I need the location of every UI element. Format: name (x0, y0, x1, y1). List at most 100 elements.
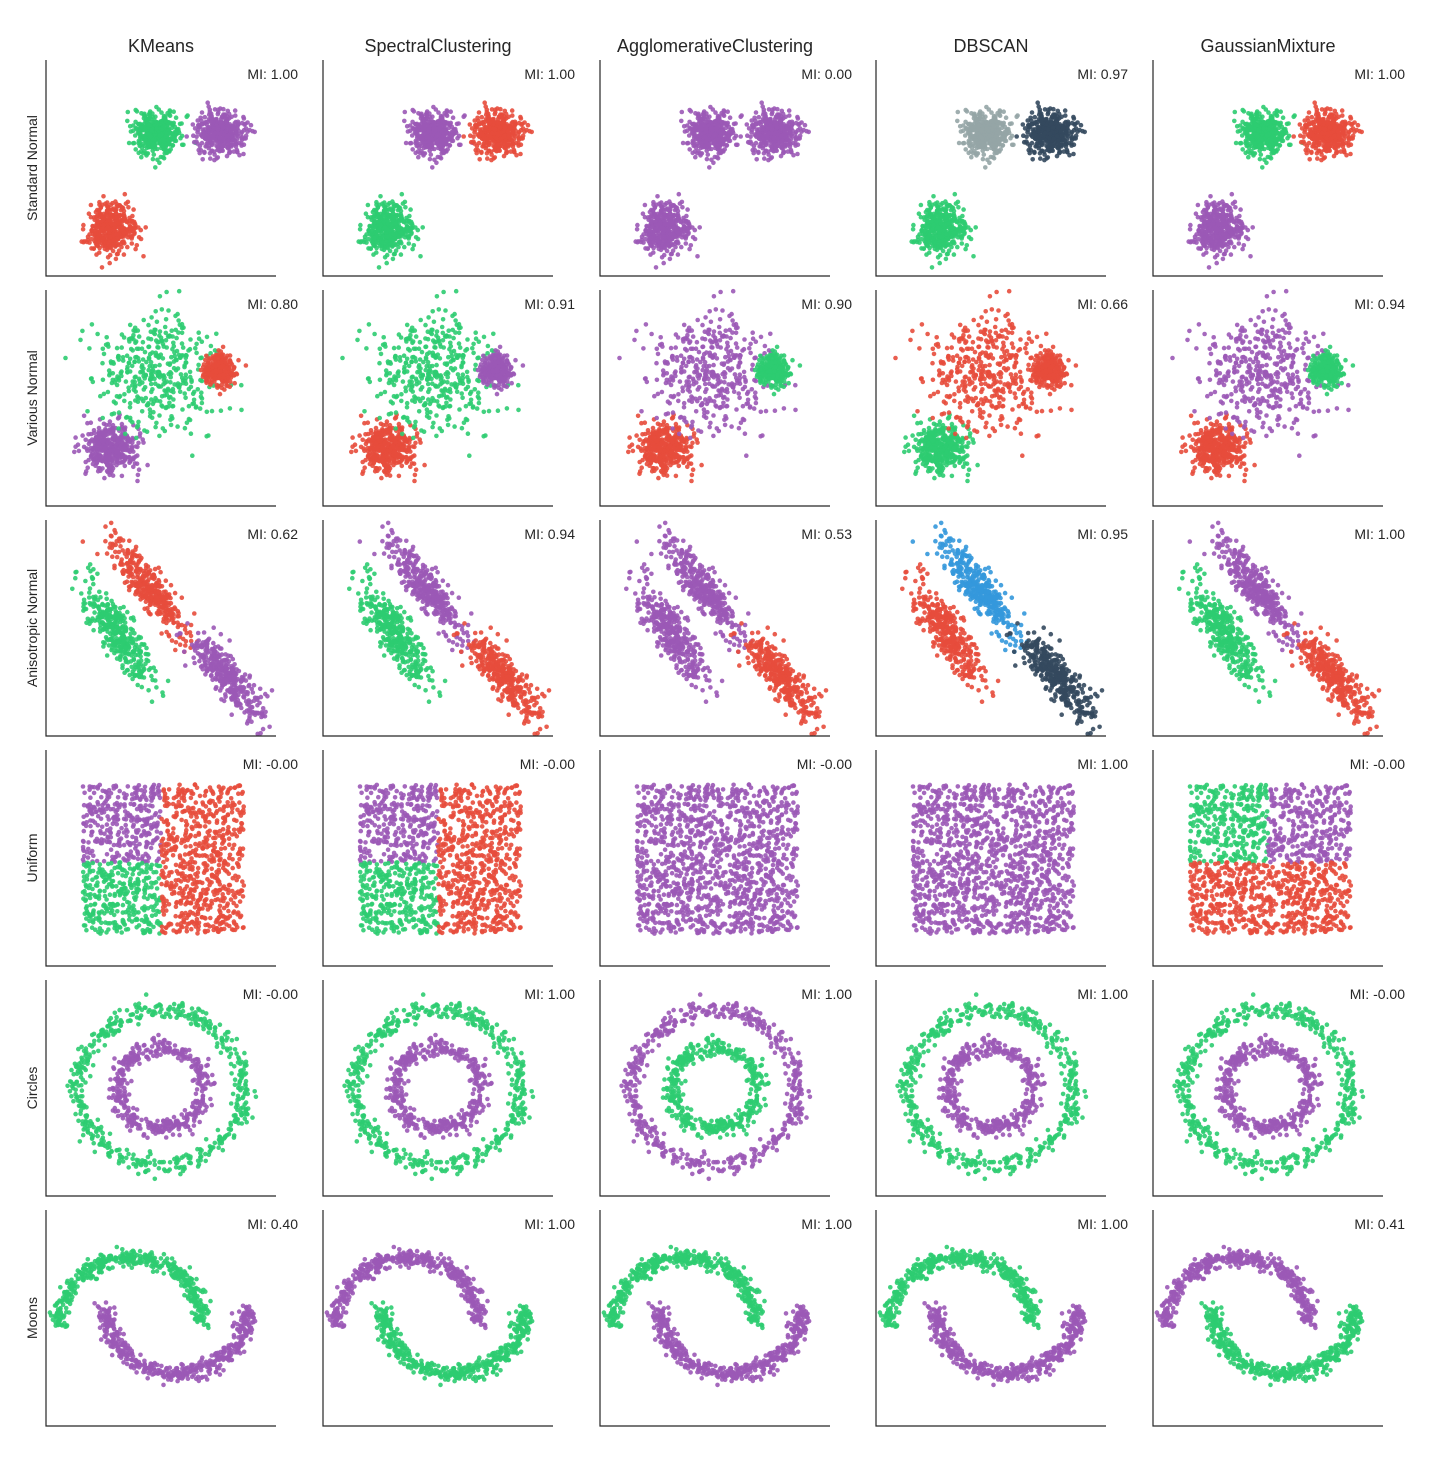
scatter-point (150, 156, 156, 162)
scatter-point (1024, 134, 1029, 139)
scatter-point (97, 199, 102, 205)
scatter-point (136, 150, 141, 156)
scatter-point (931, 222, 936, 228)
scatter-point (503, 150, 509, 156)
scatter-point (945, 221, 951, 226)
scatter-point (516, 143, 521, 148)
scatter-point (1001, 120, 1006, 126)
scatter-point (239, 134, 245, 140)
scatter-point (662, 212, 668, 217)
scatter-point (424, 109, 430, 114)
scatter-point (81, 222, 86, 228)
scatter-point (927, 250, 932, 255)
scatter-point (756, 132, 762, 138)
scatter-point (961, 219, 967, 225)
scatter-point (199, 110, 205, 115)
scatter-point (496, 148, 502, 153)
scatter-point (793, 134, 799, 140)
scatter-point (233, 113, 238, 118)
scatter-point (714, 143, 719, 149)
scatter-point (733, 121, 738, 126)
scatter-point (156, 107, 162, 112)
scatter-point (793, 129, 799, 135)
scatter-point (181, 142, 186, 148)
scatter-point (392, 241, 397, 247)
scatter-point (930, 227, 935, 232)
scatter-point (410, 246, 415, 252)
scatter-point (108, 244, 113, 250)
scatter-point (235, 149, 240, 155)
scatter-point (516, 129, 522, 135)
scatter-point (119, 234, 125, 240)
scatter-point (448, 109, 454, 114)
scatter-point (503, 125, 508, 131)
scatter-point (219, 148, 224, 153)
scatter-point (171, 109, 176, 114)
scatter-point (962, 231, 967, 237)
scatter-point (922, 228, 928, 234)
scatter-point (658, 209, 664, 214)
scatter-point (107, 252, 113, 258)
scatter-point (105, 204, 111, 210)
scatter-point (956, 232, 961, 237)
scatter-point (151, 142, 157, 147)
scatter-point (676, 191, 682, 197)
scatter-point (122, 216, 128, 221)
scatter-point (127, 215, 132, 221)
scatter-point (698, 151, 703, 156)
column-title: SpectralClustering (364, 36, 511, 56)
scatter-point (408, 140, 414, 146)
scatter-point (476, 121, 481, 127)
scatter-point (173, 115, 179, 120)
column-title: DBSCAN (953, 36, 1028, 56)
scatter-point (753, 110, 759, 115)
scatter-point (738, 114, 743, 120)
scatter-point (949, 204, 955, 210)
scatter-point (963, 246, 968, 252)
scatter-point (963, 147, 968, 152)
scatter-point (655, 222, 660, 228)
scatter-point (109, 207, 115, 212)
scatter-point (250, 128, 255, 134)
scatter-point (133, 147, 138, 152)
scatter-point (128, 129, 134, 134)
scatter-point (690, 150, 695, 156)
scatter-point (380, 234, 386, 239)
scatter-point (385, 227, 391, 233)
scatter-point (99, 219, 104, 224)
scatter-point (430, 114, 435, 119)
scatter-point (756, 114, 762, 120)
scatter-point (480, 144, 485, 149)
scatter-point (232, 108, 238, 113)
scatter-point (358, 239, 363, 245)
scatter-point (404, 224, 410, 230)
scatter-point (380, 240, 386, 245)
scatter-point (203, 119, 208, 125)
scatter-point (668, 251, 674, 257)
scatter-point (663, 207, 669, 212)
scatter-point (991, 137, 997, 143)
scatter-point (910, 227, 916, 232)
scatter-point (682, 129, 688, 134)
scatter-point (487, 140, 493, 146)
scatter-point (677, 201, 683, 206)
scatter-point (153, 114, 158, 119)
scatter-point (95, 224, 101, 230)
scatter-point (226, 138, 231, 144)
scatter-point (243, 121, 248, 127)
scatter-point (144, 151, 149, 156)
scatter-point (108, 227, 114, 233)
scatter-point (705, 142, 711, 147)
scatter-point (1049, 148, 1054, 153)
scatter-point (398, 230, 404, 235)
scatter-point (997, 130, 1002, 136)
scatter-point (364, 240, 369, 245)
scatter-point (431, 126, 436, 132)
scatter-point (121, 230, 127, 235)
scatter-point (990, 143, 995, 149)
scatter-point (376, 265, 382, 270)
scatter-point (1003, 115, 1009, 120)
scatter-point (493, 107, 498, 112)
scatter-point (374, 250, 379, 255)
